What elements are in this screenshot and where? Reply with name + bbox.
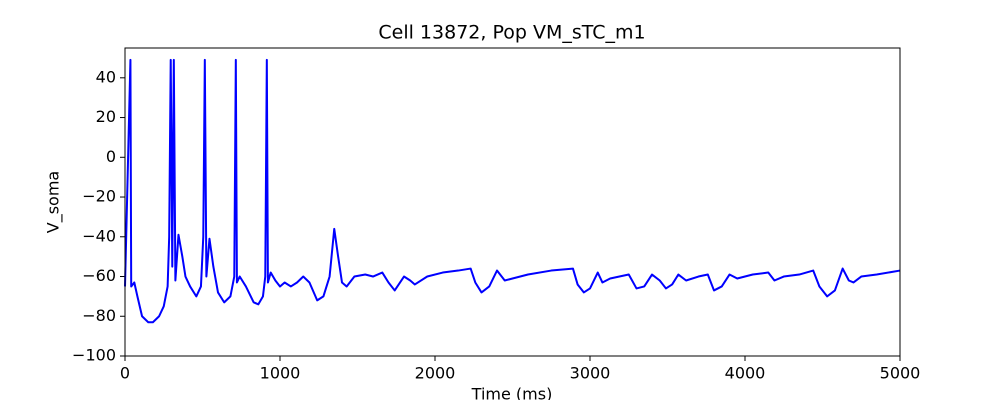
x-tick-label: 5000 (880, 364, 921, 383)
y-tick-label: −60 (82, 266, 116, 285)
voltage-line (124, 58, 901, 324)
x-tick-label: 2000 (415, 364, 456, 383)
y-tick-label: −20 (82, 187, 116, 206)
x-tick-label: 4000 (725, 364, 766, 383)
chart-title: Cell 13872, Pop VM_sTC_m1 (378, 22, 645, 44)
y-axis-label: V_soma (44, 171, 64, 233)
x-tick-label: 1000 (260, 364, 301, 383)
y-tick-label: −40 (82, 226, 116, 245)
y-tick-label: 40 (96, 67, 116, 86)
y-tick-label: 20 (96, 107, 116, 126)
x-tick-label: 3000 (570, 364, 611, 383)
x-tick-label: 0 (120, 364, 130, 383)
y-tick-label: 0 (106, 147, 116, 166)
plot-frame (124, 47, 901, 357)
x-axis-label: Time (ms) (471, 385, 553, 400)
y-tick-label: −80 (82, 306, 116, 325)
y-tick-label: −100 (72, 346, 116, 365)
